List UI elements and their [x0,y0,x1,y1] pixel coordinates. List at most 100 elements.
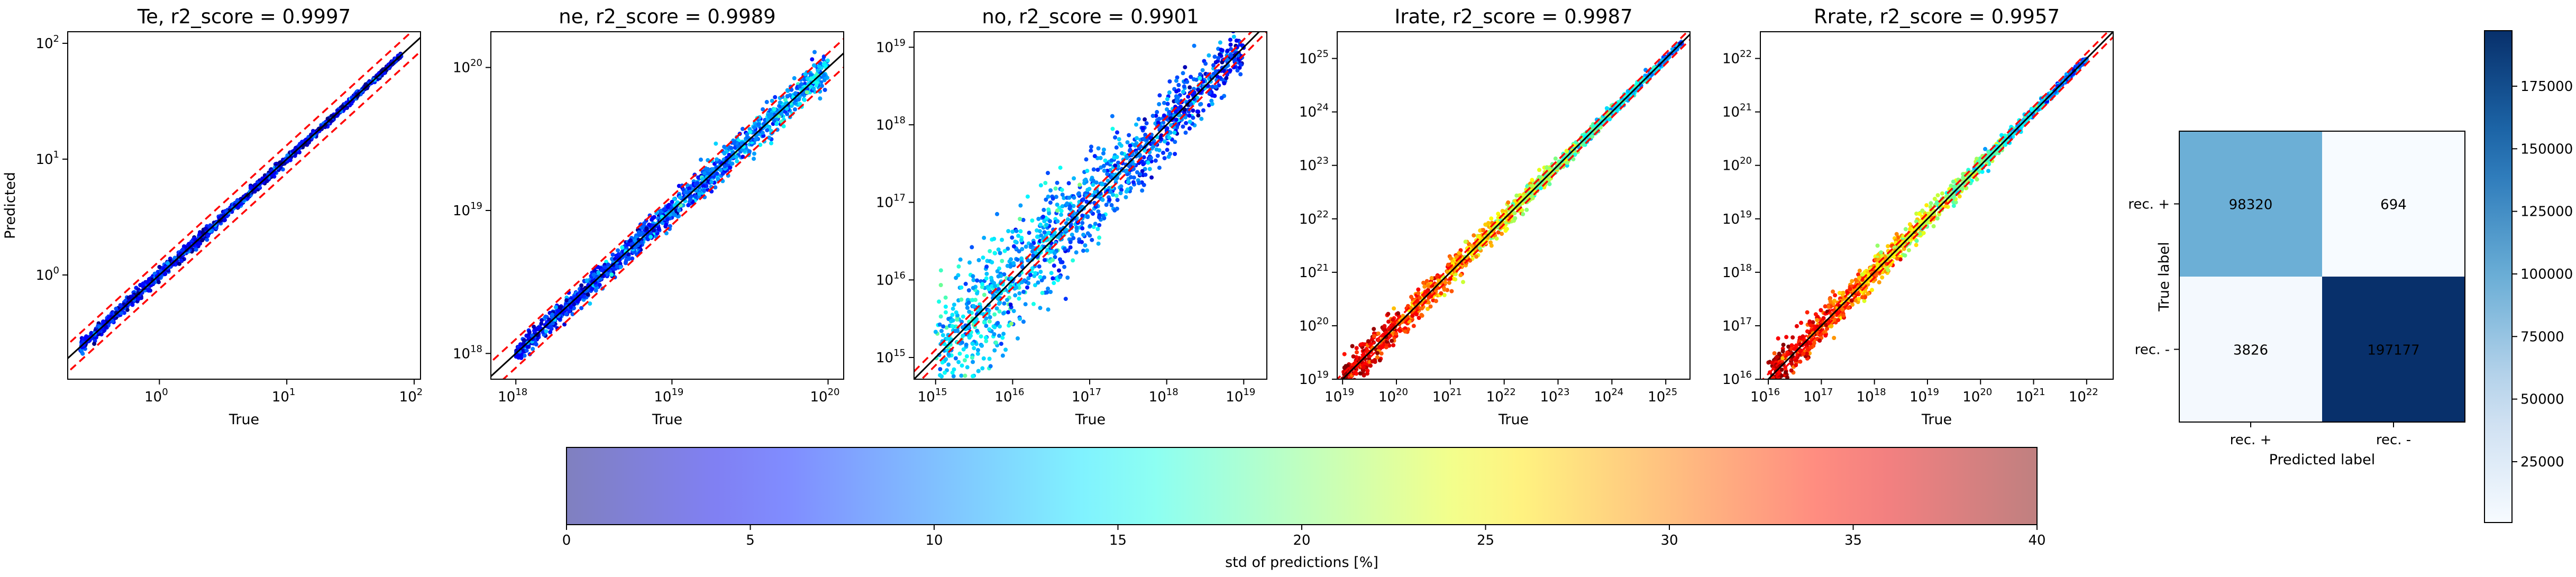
data-point [1057,269,1061,273]
data-point [1000,259,1004,263]
data-point [965,354,969,359]
data-point [1046,248,1050,252]
data-point [1163,156,1167,160]
data-point [1353,378,1357,382]
x-tick-label: 1020 [810,387,839,405]
data-point [959,373,963,378]
data-point [939,314,943,318]
data-point [1038,223,1043,227]
data-point [1072,176,1076,180]
data-point [982,236,986,240]
data-point [1229,43,1233,47]
data-point [1192,44,1196,48]
data-point [1053,251,1057,255]
data-point [662,207,666,212]
data-point [147,277,151,281]
data-point [1458,273,1463,277]
data-point [1187,114,1192,118]
data-point [670,200,674,204]
y-axis-label: Predicted [2,172,19,239]
data-point [527,330,532,334]
data-point [665,217,670,222]
data-point [1038,229,1042,233]
data-point [823,88,827,92]
data-point [1049,271,1054,275]
data-point [1006,229,1010,233]
data-point [958,258,963,262]
data-point [944,296,948,300]
data-point [1016,258,1020,262]
data-point [728,166,732,170]
data-point [683,190,688,195]
data-point [1110,203,1114,207]
data-point [995,212,999,216]
data-point [1176,95,1180,99]
data-point [1043,258,1047,262]
data-point [1086,231,1090,235]
data-point [1059,213,1063,217]
data-point [769,141,773,145]
data-point [585,278,589,282]
data-point [1151,114,1155,118]
data-point [1065,202,1069,206]
data-point [1216,56,1220,60]
data-point [963,374,967,378]
data-point [745,135,750,139]
data-point [971,274,975,278]
data-point [1048,290,1053,294]
data-point [1091,179,1095,183]
x-axis-label: True [1075,411,1106,428]
data-point [1017,249,1021,253]
data-point [1097,242,1101,246]
data-point [818,96,822,100]
data-point [961,315,965,319]
data-point [715,157,719,161]
data-point [1142,183,1146,187]
data-point [1061,260,1065,264]
data-point [1113,163,1117,168]
data-point [1134,123,1138,127]
data-point [970,245,974,249]
data-point [1062,247,1066,251]
data-point [1068,240,1073,244]
data-point [1148,167,1152,171]
data-point [1001,312,1006,316]
data-point [179,259,184,263]
data-point [939,419,944,423]
data-point [946,352,951,356]
data-point [1077,182,1082,187]
data-point [1198,76,1202,80]
data-point [944,305,948,309]
data-point [937,299,941,304]
data-point [1043,230,1047,234]
data-point [1001,332,1006,336]
data-point [554,305,558,309]
data-point [644,226,648,231]
data-point [1107,198,1111,202]
data-point [1218,40,1222,44]
data-point [1201,108,1205,113]
data-point [1145,121,1149,125]
data-point [1103,159,1108,163]
data-point [1021,319,1026,324]
data-point [976,352,980,356]
data-point [664,223,668,227]
data-point [1521,212,1525,216]
data-point [971,278,975,282]
data-point [1017,291,1021,296]
data-point [1009,303,1013,307]
x-tick-label: 1018 [498,387,527,405]
data-point [1083,178,1087,182]
data-point [982,356,986,361]
plot-area [1283,0,1747,443]
data-point [666,205,670,209]
data-point [626,243,630,247]
data-point [971,360,975,364]
data-point [1081,249,1085,253]
data-point [940,380,945,384]
data-point [774,122,779,126]
data-point [1074,250,1079,254]
data-point [1346,381,1350,385]
data-point [194,248,198,252]
data-point [706,167,710,171]
